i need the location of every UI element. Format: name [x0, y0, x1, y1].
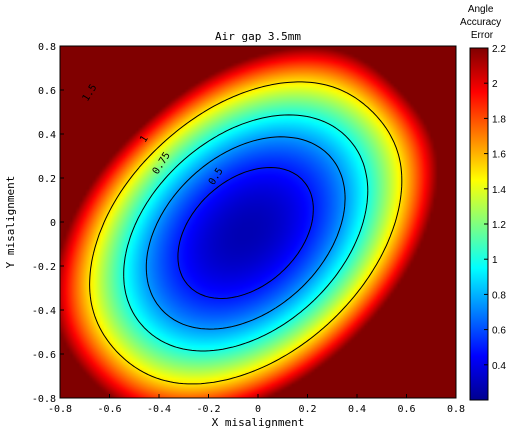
x-tick-label: -0.6	[97, 404, 121, 415]
colorbar-tick-label: 1.4	[492, 185, 506, 196]
y-tick-label: 0	[50, 218, 56, 229]
colorbar-tick-label: 1.2	[492, 220, 506, 231]
x-axis: -0.8 -0.6 -0.4 -0.2 0 0.2 0.4 0.6 0.8	[48, 394, 465, 415]
contour-line	[177, 167, 314, 299]
colorbar-tick-label: 1.8	[492, 114, 506, 125]
x-tick-label: 0.4	[348, 404, 366, 415]
y-axis-label: Y misalignment	[4, 176, 17, 269]
heatmap-surface	[60, 46, 456, 398]
colorbar-ticks: 2.2 2 1.8 1.6 1.4 1.2 1 0.8 0.6 0.4	[484, 44, 506, 372]
x-tick-label: -0.8	[48, 404, 72, 415]
colorbar-title-line-3: Error	[471, 30, 494, 41]
colorbar-title: Angle Accuracy Error	[460, 4, 504, 41]
colorbar-title-line-2: Accuracy	[460, 17, 501, 28]
colorbar-title-line-1: Angle	[468, 4, 494, 15]
y-tick-label: 0.4	[38, 130, 56, 141]
x-tick-label: 0.2	[298, 404, 316, 415]
colorbar: 2.2 2 1.8 1.6 1.4 1.2 1 0.8 0.6 0.4 Angle Accurac…	[460, 4, 506, 401]
colorbar-tick-label: 2	[492, 79, 498, 90]
x-tick-label: 0.6	[397, 404, 415, 415]
colorbar-tick-label: 0.6	[492, 326, 506, 337]
contour-line	[145, 136, 346, 330]
colorbar-tick-label: 0.8	[492, 290, 506, 301]
x-tick-label: 0.8	[447, 404, 465, 415]
y-tick-label: -0.6	[32, 350, 56, 361]
x-tick-label: -0.2	[196, 404, 220, 415]
y-tick-label: 0.8	[38, 42, 56, 53]
colorbar-tick-label: 1	[492, 255, 498, 266]
x-tick-label: -0.4	[147, 404, 171, 415]
colorbar-tick-label: 0.4	[492, 361, 506, 372]
x-axis-label: X misalignment	[212, 416, 305, 429]
colorbar-tick-label: 1.6	[492, 150, 506, 161]
x-tick-label: 0	[255, 404, 261, 415]
chart-title: Air gap 3.5mm	[215, 30, 301, 43]
contour-lines	[89, 81, 403, 385]
y-axis: 0.8 0.6 0.4 0.2 0 -0.2 -0.4 -0.6 -0.8	[32, 42, 64, 405]
y-tick-label: -0.2	[32, 262, 56, 273]
y-tick-label: 0.6	[38, 86, 56, 97]
y-tick-label: 0.2	[38, 174, 56, 185]
y-tick-label: -0.8	[32, 394, 56, 405]
contour-line	[123, 114, 369, 352]
contour-label: 1	[138, 134, 151, 145]
y-tick-label: -0.4	[32, 306, 56, 317]
contour-line	[89, 81, 403, 385]
colorbar-tick-label: 2.2	[492, 44, 506, 55]
plot-area: 1.510.750.5	[59, 45, 457, 399]
